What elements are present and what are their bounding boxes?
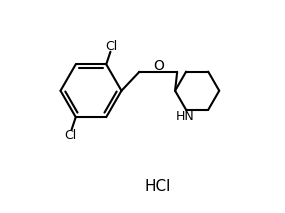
Text: O: O: [153, 59, 164, 73]
Text: HCl: HCl: [144, 179, 170, 194]
Text: Cl: Cl: [105, 40, 118, 53]
Text: HN: HN: [176, 110, 194, 123]
Text: Cl: Cl: [64, 128, 77, 141]
